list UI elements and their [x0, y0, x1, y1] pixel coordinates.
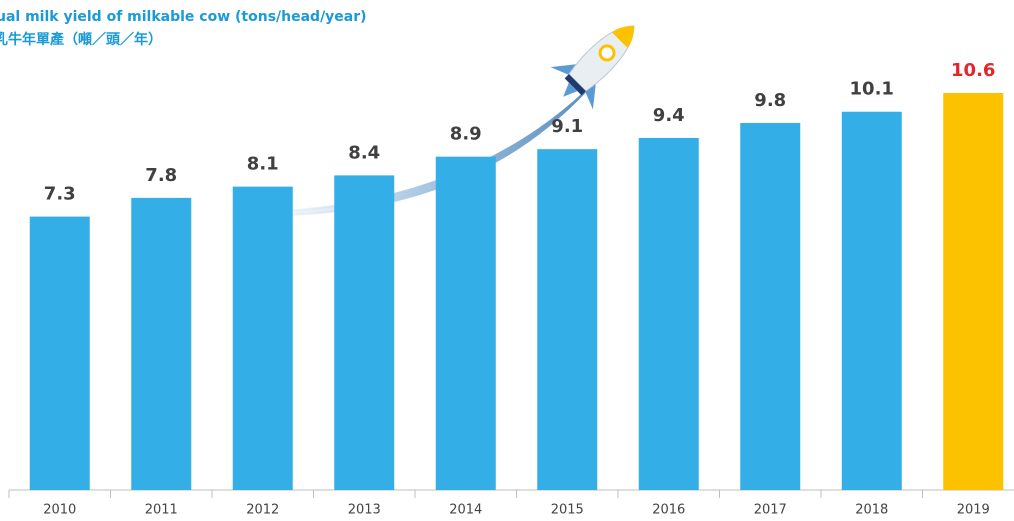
- x-tick-label: 2012: [246, 503, 279, 518]
- value-label: 9.4: [653, 105, 685, 126]
- x-tick-label: 2010: [43, 503, 76, 518]
- value-label: 8.9: [450, 124, 482, 145]
- bar: [436, 157, 496, 490]
- bar: [943, 93, 1003, 490]
- rocket: [542, 5, 655, 118]
- value-label: 7.3: [44, 184, 76, 205]
- x-tick-label: 2014: [449, 503, 482, 518]
- x-tick-label: 2015: [551, 503, 584, 518]
- value-label: 9.1: [551, 116, 583, 137]
- bar: [233, 187, 293, 490]
- value-label: 8.1: [247, 154, 279, 175]
- bar: [639, 138, 699, 490]
- value-label: 7.8: [145, 165, 177, 186]
- bar: [740, 123, 800, 490]
- value-label: 10.1: [850, 79, 894, 100]
- chart-subtitle: 乳牛年單產（噸／頭／年）: [0, 31, 162, 48]
- x-tick-label: 2013: [348, 503, 381, 518]
- chart: ual milk yield of milkable cow (tons/hea…: [0, 0, 1014, 521]
- value-label: 8.4: [348, 142, 380, 163]
- bar: [131, 198, 191, 490]
- x-tick-label: 2011: [145, 503, 178, 518]
- x-tick-label: 2018: [855, 503, 888, 518]
- chart-title: ual milk yield of milkable cow (tons/hea…: [0, 9, 367, 25]
- x-tick-label: 2019: [957, 503, 990, 518]
- x-tick-label: 2017: [754, 503, 787, 518]
- bar: [842, 112, 902, 490]
- bar: [30, 217, 90, 490]
- bar: [334, 175, 394, 490]
- value-label: 9.8: [754, 90, 786, 111]
- x-tick-label: 2016: [652, 503, 685, 518]
- bar: [537, 149, 597, 490]
- value-label: 10.6: [951, 60, 995, 81]
